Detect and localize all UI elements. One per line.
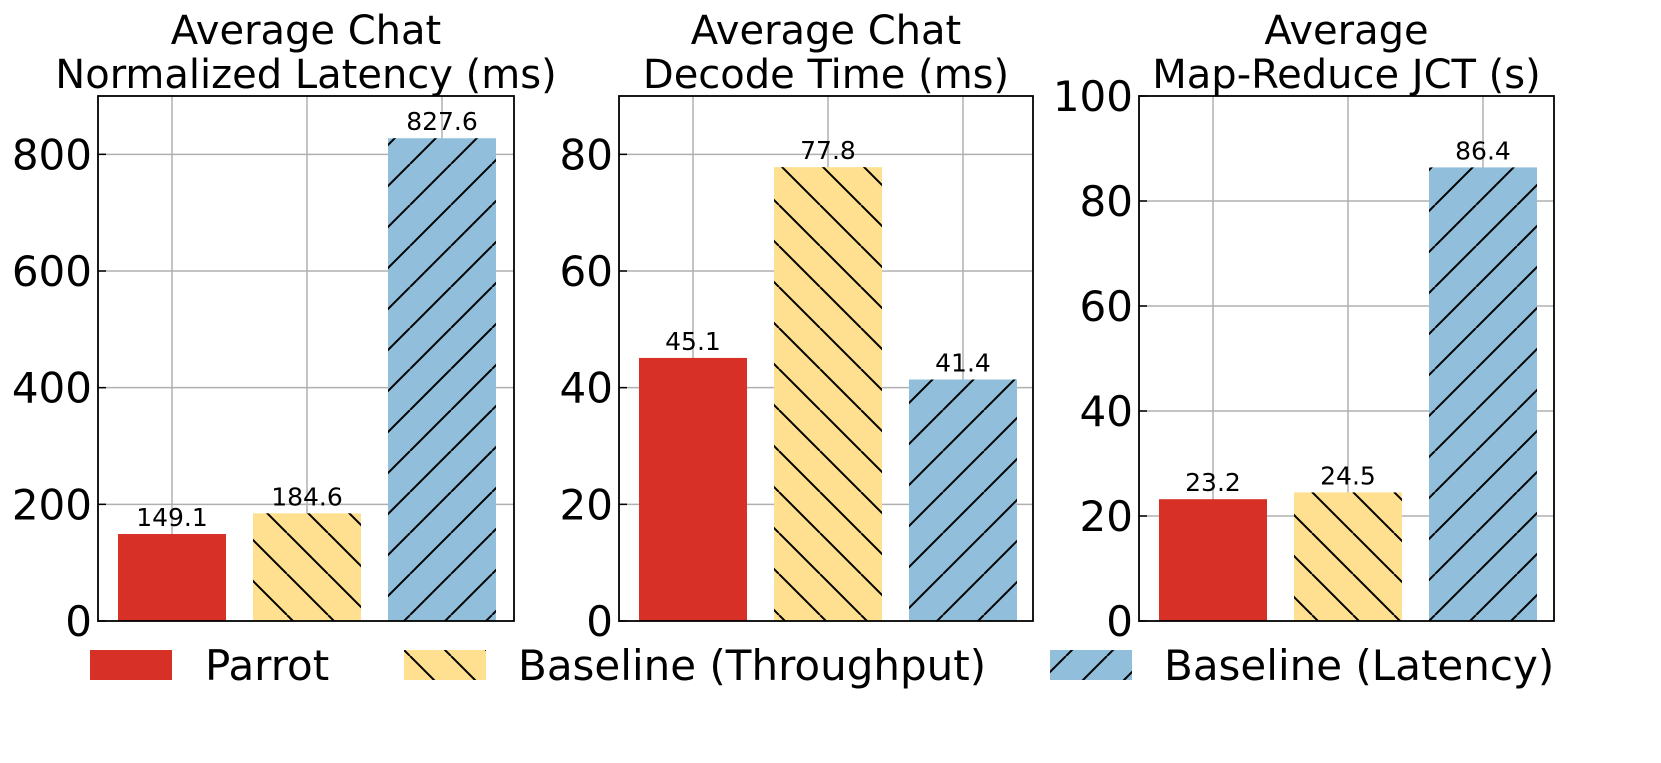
legend-label-1: Parrot (205, 641, 329, 690)
bar-value-label: 86.4 (1455, 136, 1511, 165)
bar-parrot (118, 534, 226, 621)
chart-title-line: Average Chat (171, 8, 441, 54)
bar-hatch-baseline-throughput (774, 167, 882, 621)
y-tick-label: 0 (65, 597, 92, 646)
y-tick-label: 400 (12, 364, 92, 413)
y-tick-label: 800 (12, 130, 92, 179)
y-tick-label: 0 (586, 597, 613, 646)
bar-hatch-baseline-latency (909, 379, 1017, 621)
bar-value-label: 149.1 (136, 503, 208, 532)
bar-value-label: 77.8 (800, 136, 856, 165)
bar-hatch-baseline-throughput (253, 513, 361, 621)
plot-frame (618, 95, 1034, 622)
bar-value-label: 24.5 (1320, 461, 1376, 490)
legend: Parrot Baseline (Throughput) Baseline (Lat… (90, 641, 1554, 690)
bar-parrot (639, 357, 747, 621)
bar-value-label: 827.6 (406, 107, 478, 136)
plot-frame (1138, 95, 1555, 622)
legend-swatch-hatch-3 (1050, 650, 1132, 680)
chart-title-line: Map-Reduce JCT (s) (1152, 52, 1540, 98)
bar-value-label: 184.6 (271, 482, 343, 511)
bar-value-label: 23.2 (1185, 468, 1241, 497)
bar-value-label: 41.4 (935, 349, 991, 378)
y-tick-label: 60 (560, 247, 613, 296)
legend-swatch-1 (90, 650, 172, 680)
bar-hatch-baseline-latency (388, 138, 496, 621)
y-tick-label: 40 (1080, 387, 1133, 436)
y-tick-label: 20 (1080, 492, 1133, 541)
y-tick-label: 600 (12, 247, 92, 296)
y-tick-label: 20 (560, 480, 613, 529)
y-tick-label: 0 (1106, 597, 1133, 646)
bar-value-label: 45.1 (665, 327, 721, 356)
plot-frame (97, 95, 515, 622)
chart-title-line: Normalized Latency (ms) (55, 52, 556, 98)
chart-title-line: Average (1264, 8, 1428, 54)
y-tick-label: 100 (1053, 72, 1133, 121)
legend-label-3: Baseline (Latency) (1164, 641, 1554, 690)
legend-label-2: Baseline (Throughput) (518, 641, 986, 690)
bar-hatch-baseline-latency (1429, 167, 1537, 621)
bar-parrot (1159, 499, 1267, 621)
chart-title-line: Average Chat (691, 8, 961, 54)
y-tick-label: 80 (1080, 177, 1133, 226)
chart-title-line: Decode Time (ms) (643, 52, 1009, 98)
y-tick-label: 60 (1080, 282, 1133, 331)
y-tick-label: 40 (560, 364, 613, 413)
legend-swatch-hatch-2 (404, 650, 486, 680)
bar-hatch-baseline-throughput (1294, 492, 1402, 621)
y-tick-label: 80 (560, 130, 613, 179)
y-tick-label: 200 (12, 480, 92, 529)
